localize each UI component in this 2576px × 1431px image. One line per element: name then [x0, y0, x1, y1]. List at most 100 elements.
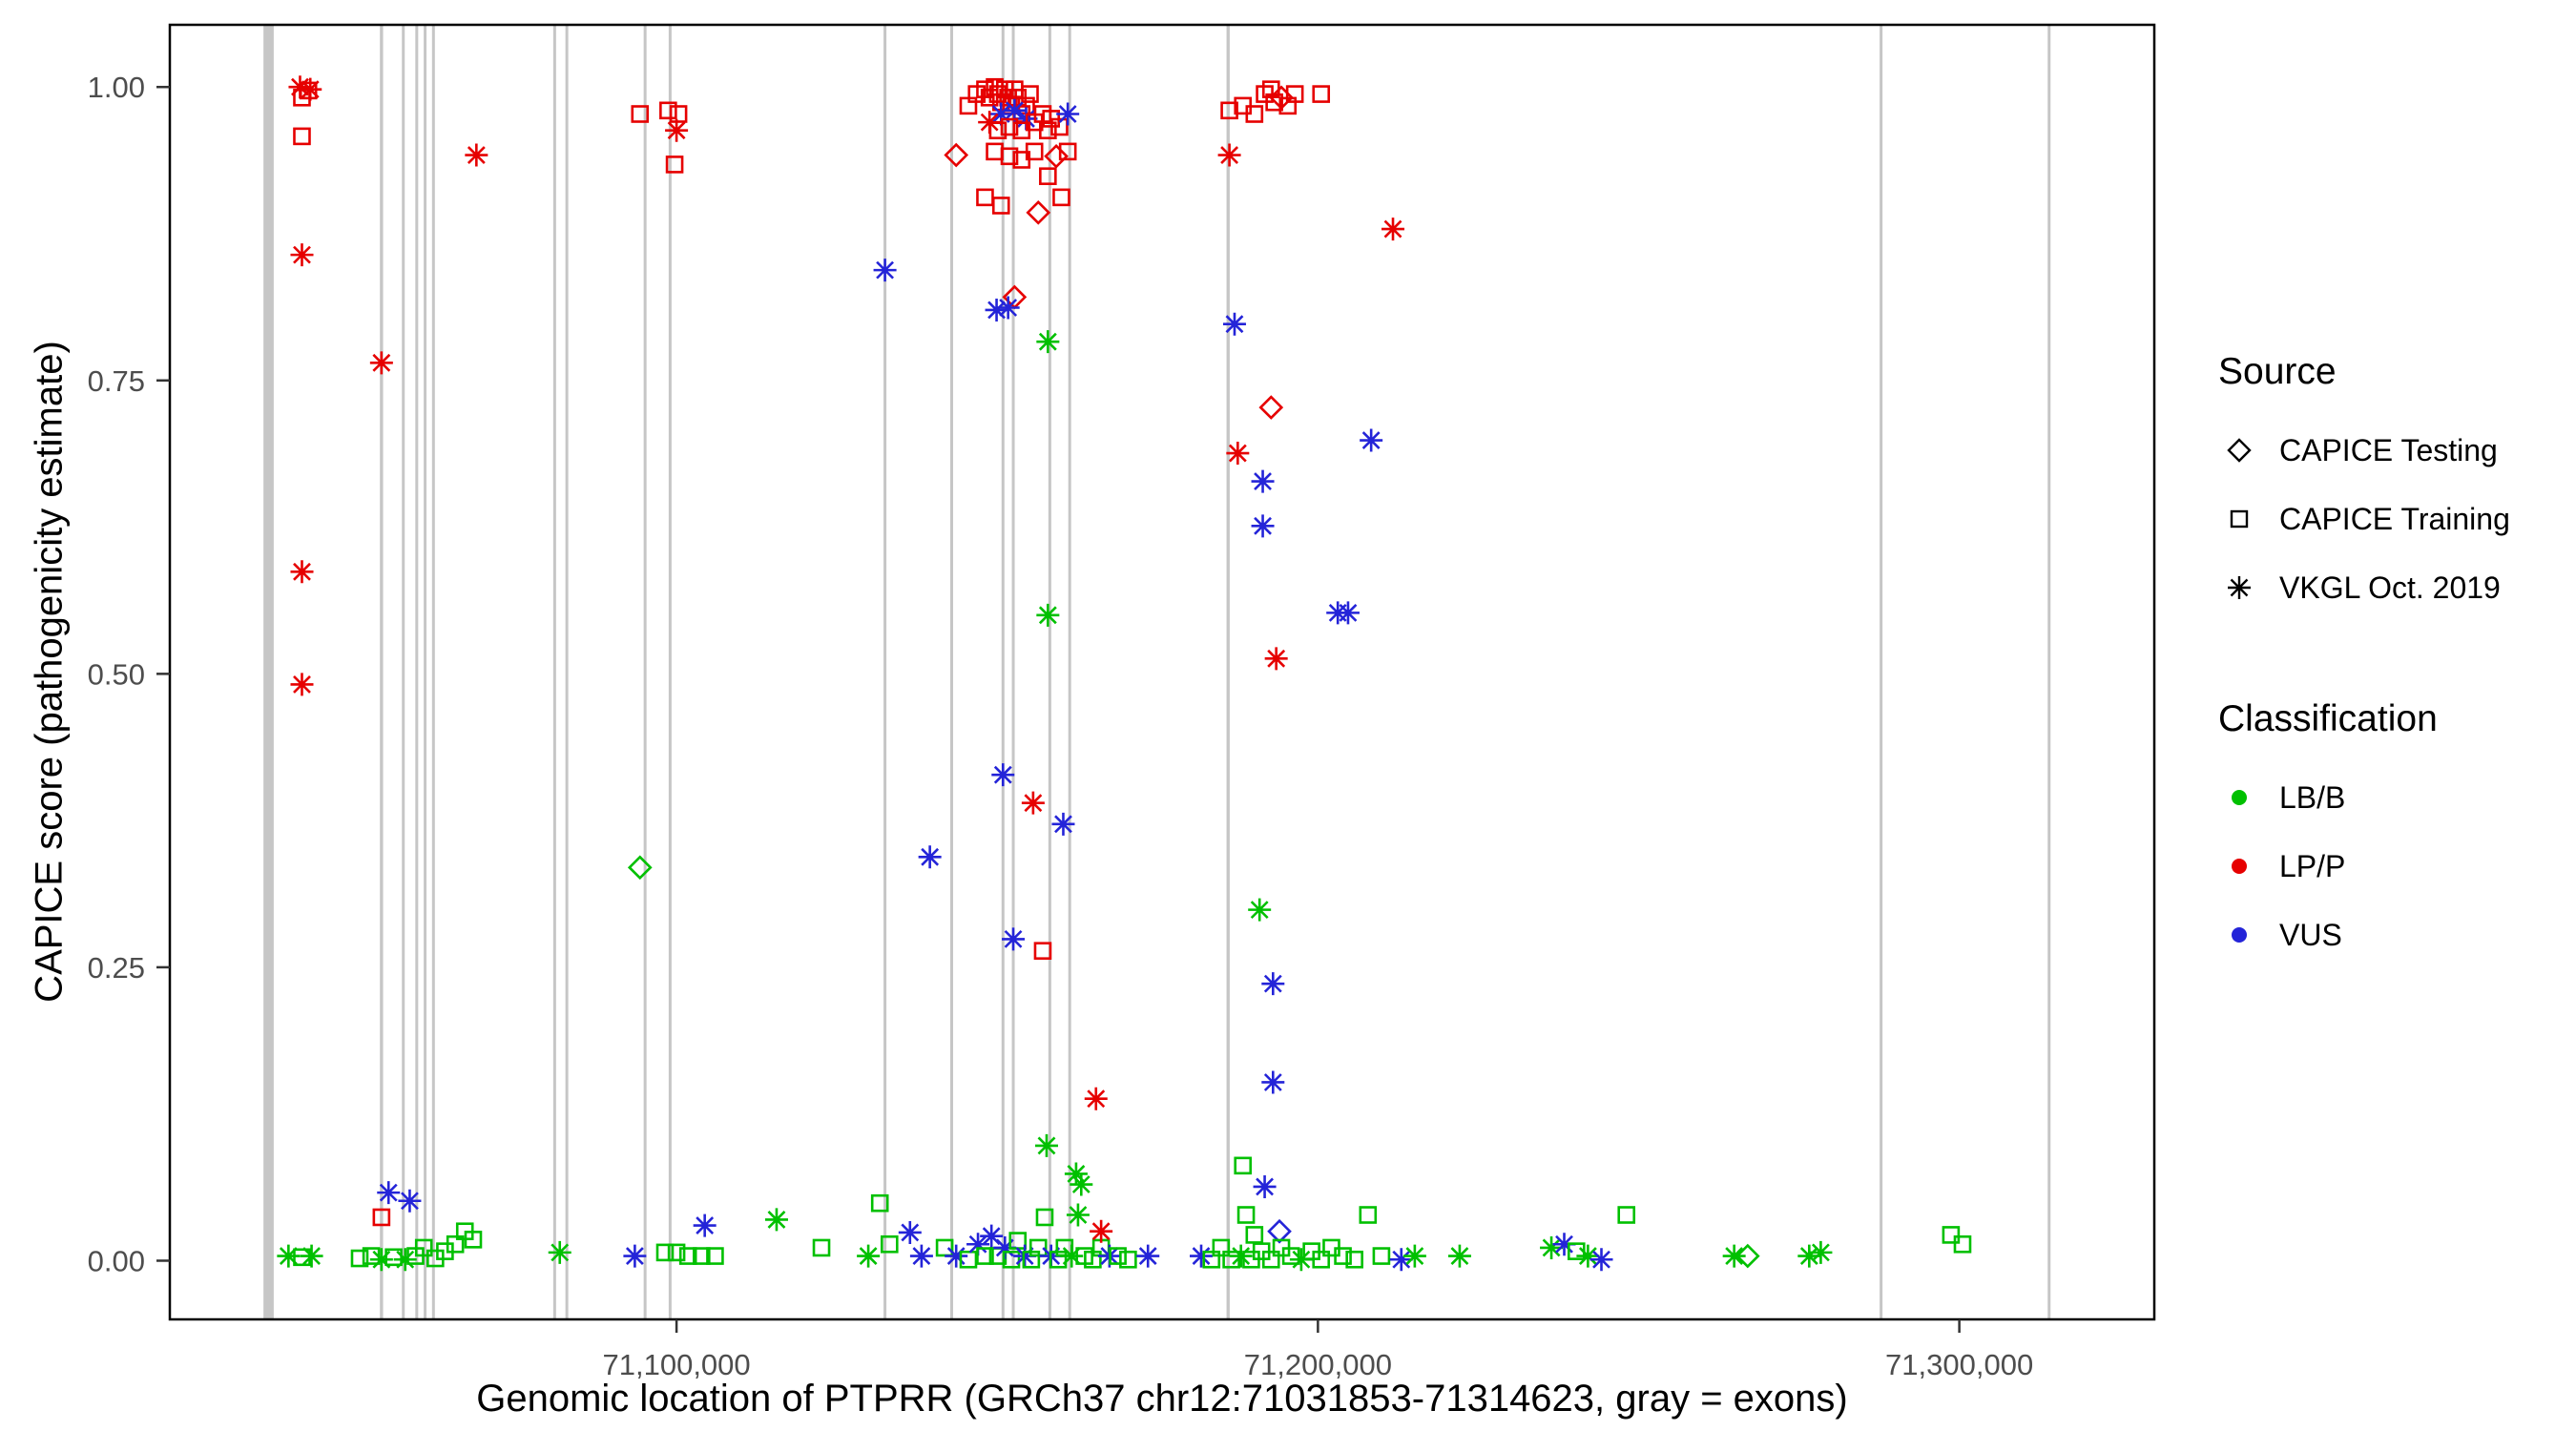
data-point: [1044, 143, 1069, 169]
square-icon: [2218, 498, 2260, 540]
data-point: [464, 1231, 483, 1249]
data-point: [1003, 98, 1027, 122]
data-point: [1070, 1172, 1093, 1196]
x-tick-label: 71,300,000: [1885, 1348, 2033, 1381]
legend-item-label: CAPICE Testing: [2279, 432, 2498, 467]
data-point: [1136, 1244, 1160, 1268]
data-point: [655, 1243, 675, 1262]
legend-item-vkgl-oct-2019: VKGL Oct. 2019: [2218, 553, 2510, 622]
data-point: [369, 351, 393, 375]
data-point: [1229, 1244, 1253, 1268]
data-point: [1000, 147, 1019, 166]
data-point: [290, 243, 314, 267]
legend: Source CAPICE Testing CAPICE Training VK…: [2218, 351, 2510, 969]
data-point: [980, 1224, 1004, 1248]
x-axis-title: Genomic location of PTPRR (GRCh37 chr12:…: [476, 1378, 1848, 1420]
data-point: [1248, 898, 1272, 922]
data-point: [1036, 330, 1060, 354]
legend-item-label: VUS: [2279, 917, 2342, 952]
data-point: [1084, 1087, 1108, 1110]
legend-item-vus: VUS: [2218, 901, 2510, 969]
data-point: [935, 1238, 954, 1257]
exon-line: [424, 25, 427, 1319]
data-point: [669, 105, 688, 123]
data-point: [1002, 927, 1026, 951]
data-point: [898, 1220, 922, 1244]
data-point: [991, 763, 1015, 787]
data-point: [665, 118, 689, 142]
data-point: [1267, 1218, 1292, 1244]
data-point: [976, 188, 994, 207]
data-point: [1236, 1206, 1256, 1224]
data-point: [1119, 1250, 1137, 1269]
data-point: [1025, 142, 1044, 161]
data-point: [880, 1234, 899, 1254]
data-point: [1026, 200, 1051, 225]
data-point: [1039, 121, 1057, 140]
data-point: [398, 1189, 422, 1213]
green-dot-icon: [2218, 777, 2260, 819]
data-point: [873, 259, 897, 282]
data-point: [1251, 514, 1275, 538]
data-point: [1060, 1244, 1084, 1268]
legend-classification-block: Classification LB/B LP/P VUS: [2218, 698, 2510, 969]
data-point: [1312, 1250, 1331, 1269]
data-point: [678, 1247, 697, 1265]
data-point: [1251, 469, 1275, 493]
data-point: [993, 1235, 1017, 1259]
data-point: [991, 197, 1010, 215]
data-point: [1033, 942, 1052, 960]
data-point: [959, 1250, 978, 1269]
diamond-icon: [2218, 429, 2260, 471]
exon-line: [431, 25, 435, 1319]
data-point: [1245, 105, 1264, 123]
data-point: [1253, 1174, 1277, 1198]
data-point: [944, 142, 969, 168]
exon-line: [1011, 25, 1015, 1319]
data-point: [1360, 428, 1383, 452]
y-tick-label: 0.50: [88, 657, 145, 691]
data-point: [290, 673, 314, 696]
y-tick-label: 0.00: [88, 1244, 145, 1277]
data-point: [1234, 1156, 1253, 1175]
data-point: [623, 1244, 647, 1268]
data-point: [1090, 1219, 1113, 1243]
exon-line: [263, 25, 274, 1319]
data-point: [986, 142, 1004, 161]
data-point: [764, 1208, 788, 1232]
data-point: [1002, 1250, 1021, 1269]
data-point: [1190, 1244, 1214, 1268]
data-point: [1797, 1244, 1821, 1268]
data-point: [1334, 1247, 1352, 1265]
exon-line: [380, 25, 384, 1319]
data-point: [988, 121, 1008, 140]
data-point: [1336, 601, 1360, 625]
data-point: [989, 102, 1013, 126]
data-point: [1809, 1240, 1833, 1264]
exon-line: [402, 25, 405, 1319]
x-tick-label: 71,100,000: [603, 1348, 751, 1381]
data-point: [350, 1249, 369, 1268]
data-point: [1540, 1235, 1564, 1259]
data-point: [1000, 117, 1019, 136]
data-point: [1220, 101, 1238, 120]
data-point: [659, 101, 677, 120]
exon-line: [643, 25, 647, 1319]
plot-panel-border: [168, 23, 2156, 1321]
data-point: [812, 1238, 831, 1257]
data-point: [909, 1244, 933, 1268]
data-point: [548, 1240, 571, 1264]
data-point: [393, 1248, 417, 1272]
data-point: [1051, 812, 1075, 836]
data-point: [1064, 1162, 1088, 1186]
data-point: [1942, 1226, 1961, 1244]
exon-line: [668, 25, 672, 1319]
data-point: [293, 127, 311, 146]
data-point: [1372, 1247, 1391, 1265]
exon-line: [1068, 25, 1071, 1319]
data-point: [1345, 1250, 1363, 1269]
data-point: [706, 1247, 724, 1265]
data-point: [446, 1234, 465, 1254]
data-point: [293, 88, 311, 107]
